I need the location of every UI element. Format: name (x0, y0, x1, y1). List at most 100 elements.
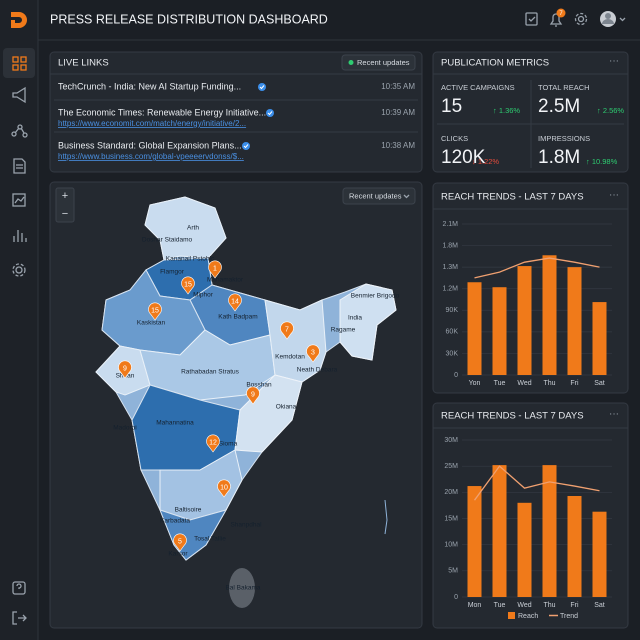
y-tick-label: 0 (454, 594, 458, 601)
filter-pill[interactable] (341, 54, 416, 71)
place-label: India (348, 315, 362, 322)
map-pin[interactable] (206, 434, 220, 453)
map-pin[interactable] (181, 276, 195, 295)
filter-label: Recent updates (357, 58, 410, 67)
bar (517, 502, 532, 597)
verified-check (243, 144, 249, 149)
sidebar (0, 0, 38, 640)
place-label: Benmier Brigodo (351, 293, 400, 300)
panel-menu[interactable]: ··· (609, 409, 619, 420)
chart-title: REACH TRENDS - LAST 7 DAYS (441, 411, 584, 422)
map-pin-label: 3 (311, 349, 315, 356)
x-tick-label: Fri (570, 602, 579, 609)
settings-icon[interactable] (574, 12, 588, 26)
legend-label: Trend (560, 613, 578, 620)
map-pin-label: 10 (220, 484, 228, 491)
link-url[interactable]: https://www.business.com/global-vpeeeerv… (58, 152, 244, 161)
map-pin[interactable] (306, 344, 320, 363)
zoom-controls (55, 187, 75, 223)
trend-line (473, 465, 600, 501)
verified-icon (266, 109, 274, 117)
place-label: Madoroi (113, 425, 136, 432)
place-label: Karsor (168, 551, 188, 558)
map-filter[interactable] (342, 187, 416, 205)
metric-value: 15 (441, 96, 462, 117)
place-label: Karbadata (160, 518, 190, 525)
bar (567, 495, 582, 597)
metric-label: ACTIVE CAMPAIGNS (441, 83, 515, 92)
map-pin-label: 15 (151, 307, 159, 314)
verified-icon (242, 142, 250, 150)
map-pin-label: 1 (213, 265, 217, 272)
live-dot (348, 60, 354, 65)
y-tick-label: 10M (444, 542, 458, 549)
place-label: Bosshan (246, 382, 272, 389)
y-tick-label: 5M (448, 568, 458, 575)
zoom-out[interactable]: − (62, 208, 68, 220)
y-tick-label: 15M (444, 515, 458, 522)
bar (517, 266, 532, 375)
y-tick-label: 60K (446, 329, 459, 336)
map-pin[interactable] (228, 293, 242, 312)
place-label: Mahannatina (156, 420, 194, 427)
link-title[interactable]: Business Standard: Global Expansion Plan… (58, 140, 242, 150)
map-pin[interactable] (246, 386, 260, 405)
nav-settings[interactable] (12, 263, 26, 277)
zoom-in[interactable]: + (62, 190, 68, 202)
nav-reports[interactable] (13, 230, 27, 242)
place-label: Sioma (219, 441, 238, 448)
nav-help[interactable] (12, 581, 26, 595)
map-pin-label: 14 (231, 298, 239, 305)
sri-lanka (229, 568, 255, 608)
bar (492, 287, 507, 375)
nav-dashboard[interactable] (12, 56, 27, 71)
link-url[interactable]: https://www.economit.com/match/energy/in… (58, 119, 246, 128)
tasks-icon[interactable] (525, 12, 538, 26)
x-tick-label: Fri (570, 380, 579, 387)
map-pin[interactable] (217, 479, 231, 498)
nav-analytics[interactable] (12, 193, 26, 207)
map-pin[interactable] (173, 533, 187, 552)
place-label: Flamgor (160, 269, 185, 276)
metric-change: ↑ 10.98% (586, 157, 618, 166)
nav-network[interactable] (11, 124, 28, 138)
x-tick-label: Sat (594, 602, 605, 609)
link-title[interactable]: The Economic Times: Renewable Energy Ini… (58, 107, 266, 117)
india-map (95, 196, 397, 608)
map-pin[interactable] (208, 260, 222, 279)
x-tick-label: Thu (543, 602, 555, 609)
bar (542, 465, 557, 597)
place-label: Ragame (331, 327, 356, 334)
place-label: Tosal Tallie (194, 536, 226, 543)
panel-menu[interactable]: ··· (609, 190, 619, 201)
map-pin-label: 12 (209, 439, 217, 446)
place-label: Shanpdhal (230, 522, 262, 529)
nav-logout[interactable] (12, 611, 27, 625)
y-tick-label: 30K (446, 350, 459, 357)
bar (592, 302, 607, 375)
y-tick-label: 90K (446, 307, 459, 314)
map-pin[interactable] (148, 302, 162, 321)
metric-label: TOTAL REACH (538, 83, 590, 92)
bar (542, 255, 557, 375)
place-label: Kananail Pstohic (166, 256, 215, 263)
y-tick-label: 20M (444, 489, 458, 496)
y-tick-label: 1.3M (442, 264, 458, 271)
nav-documents[interactable] (13, 158, 26, 174)
nav-campaigns[interactable] (12, 86, 26, 104)
bar (467, 486, 482, 597)
link-title[interactable]: TechCrunch - India: New AI Startup Fundi… (58, 81, 241, 91)
x-tick-label: Mon (468, 602, 482, 609)
link-time: 10:35 AM (381, 82, 415, 91)
map-filter-label: Recent updates (349, 191, 402, 200)
place-label: Kemdotan (275, 354, 305, 361)
map-pin-label: 5 (178, 538, 182, 545)
map-pin[interactable] (280, 321, 294, 340)
verified-check (267, 111, 273, 116)
user-avatar[interactable] (600, 11, 626, 27)
metric-value: 120K (441, 147, 486, 168)
panel-menu[interactable]: ··· (609, 56, 619, 67)
y-tick-label: 0 (454, 372, 458, 379)
metric-value: 1.8M (538, 147, 580, 168)
map-pin[interactable] (118, 360, 132, 379)
